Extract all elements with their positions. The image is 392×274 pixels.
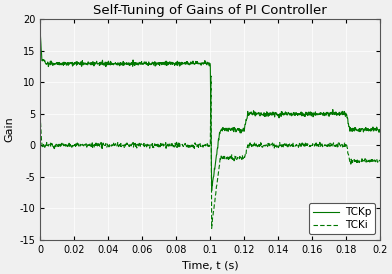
- Title: Self-Tuning of Gains of PI Controller: Self-Tuning of Gains of PI Controller: [93, 4, 327, 17]
- Line: TCKp: TCKp: [40, 32, 380, 191]
- TCKp: [209, 189, 214, 192]
- TCKi: [303, 144, 308, 147]
- TCKi: [209, 74, 213, 78]
- Y-axis label: Gain: Gain: [4, 117, 14, 142]
- TCKi: [339, 144, 344, 147]
- TCKi: [316, 143, 321, 146]
- TCKp: [38, 30, 43, 33]
- TCKp: [362, 127, 367, 131]
- TCKi: [362, 159, 367, 163]
- TCKp: [316, 112, 321, 116]
- TCKp: [107, 61, 112, 65]
- TCKi: [378, 159, 383, 162]
- TCKi: [209, 227, 214, 230]
- Legend: TCKp, TCKi: TCKp, TCKi: [309, 203, 375, 235]
- Line: TCKi: TCKi: [40, 76, 380, 229]
- TCKi: [58, 145, 63, 149]
- TCKi: [38, 114, 43, 118]
- TCKp: [339, 110, 344, 113]
- TCKp: [378, 128, 383, 131]
- TCKp: [58, 62, 63, 65]
- TCKp: [303, 113, 308, 116]
- TCKi: [107, 145, 112, 148]
- X-axis label: Time, t (s): Time, t (s): [182, 260, 239, 270]
